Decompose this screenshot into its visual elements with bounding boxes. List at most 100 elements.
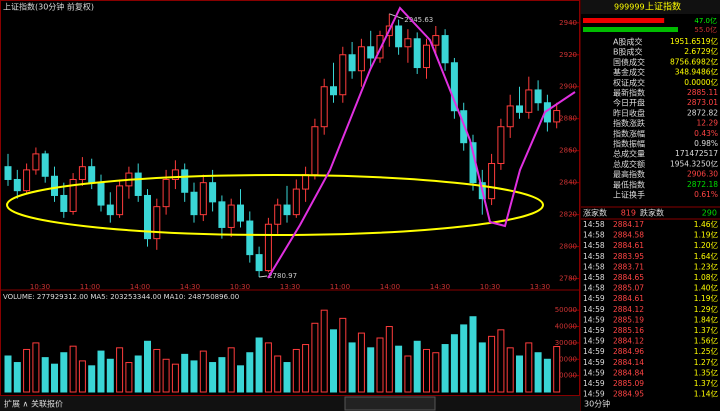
row-label: 最新指数: [613, 88, 645, 98]
row-label: B股成交: [613, 47, 643, 57]
tick-price: 2884.65: [613, 273, 644, 282]
volume-bar: [88, 365, 96, 393]
volume-bar: [534, 352, 542, 393]
candle-body: [553, 110, 561, 123]
candle-body: [525, 89, 533, 113]
row-label: 指数振幅: [613, 139, 645, 149]
candle-body: [302, 174, 310, 190]
candle-body: [209, 182, 217, 203]
volume-bar: [320, 309, 328, 393]
candle-body: [116, 185, 124, 216]
candle-body: [23, 169, 31, 192]
volume-bar: [506, 347, 514, 393]
volume-bar: [227, 347, 235, 393]
x-tick-label: 10:30: [230, 283, 250, 291]
row-value: 2.6729亿: [684, 46, 718, 56]
candle-body: [218, 201, 226, 228]
candle-body: [88, 166, 96, 184]
tick-price: 2884.12: [613, 305, 644, 314]
low-pointer: [259, 275, 268, 278]
volume-bar: [348, 342, 356, 393]
volume-bar: [367, 347, 375, 393]
candle-body: [395, 25, 403, 48]
tick-time: 14:59: [583, 368, 605, 377]
volume-bar: [423, 348, 430, 393]
period[interactable]: 30分钟: [584, 399, 610, 409]
volume-bar: [153, 348, 161, 393]
x-tick-label: 13:30: [280, 283, 300, 291]
tick-price: 2883.71: [613, 262, 644, 271]
tick-time: 14:59: [583, 379, 605, 388]
row-value: 8756.6982亿: [670, 56, 719, 66]
toolbar[interactable]: [344, 396, 436, 411]
row-value: 348.9486亿: [675, 67, 719, 77]
volume-bar: [553, 346, 561, 393]
bottom-bar: [0, 396, 580, 411]
tick-amount: 1.37亿: [694, 378, 719, 388]
x-tick-label: 14:30: [430, 283, 450, 291]
row-label: 今日开盘: [613, 98, 645, 108]
candle-body: [357, 46, 365, 72]
volume-bar: [171, 363, 179, 393]
candle-body: [292, 188, 300, 216]
row-label: 指数涨幅: [613, 128, 645, 138]
volume-bar: [395, 345, 403, 393]
y-tick-label: 2940: [559, 19, 577, 27]
tick-time: 14:58: [583, 273, 605, 282]
buy-bar: [583, 18, 665, 23]
footer-tabs[interactable]: 扩展 ∧ 关联报价: [4, 399, 63, 409]
volume-bar: [330, 329, 337, 393]
candle-body: [13, 178, 21, 192]
candle-body: [60, 194, 68, 212]
y-tick-label: 2900: [559, 83, 577, 91]
candle-body: [69, 178, 77, 212]
tick-amount: 1.08亿: [694, 272, 719, 282]
row-label: 总成交量: [613, 149, 645, 159]
candle-body: [227, 204, 235, 228]
row-label: 最高指数: [613, 169, 645, 179]
row-value: 1951.6519亿: [670, 36, 719, 46]
volume-bar: [488, 335, 496, 393]
tick-time: 14:59: [583, 347, 605, 356]
candle-body: [264, 223, 272, 272]
candle-body: [134, 172, 142, 196]
volume-bar: [246, 352, 254, 393]
low-label: 2780.97: [268, 272, 297, 280]
down-label: 跌家数: [640, 208, 664, 218]
tick-amount: 1.46亿: [694, 219, 719, 229]
volume-bar: [302, 344, 310, 393]
tick-amount: 1.19亿: [694, 230, 719, 240]
tick-price: 2885.16: [613, 326, 644, 335]
candle-body: [506, 105, 514, 128]
tick-time: 14:58: [583, 262, 605, 271]
volume-bar: [116, 347, 124, 393]
y-tick-label: 2860: [559, 147, 577, 155]
sell-label: 55.0亿: [694, 25, 717, 34]
tick-time: 14:58: [583, 252, 605, 261]
volume-bar: [311, 322, 319, 393]
row-label: A股成交: [613, 37, 642, 47]
tick-amount: 1.27亿: [694, 357, 719, 367]
volume-bar: [413, 340, 421, 393]
x-tick-label: 14:00: [130, 283, 150, 291]
volume-bar: [51, 363, 58, 393]
x-tick-label: 10:30: [30, 283, 50, 291]
candle-body: [432, 35, 440, 46]
volume-bar: [144, 340, 151, 393]
volume-bar: [60, 352, 68, 393]
tick-price: 2885.09: [613, 379, 644, 388]
volume-bar: [339, 317, 347, 393]
volume-bar: [237, 365, 244, 393]
volume-bar: [432, 352, 440, 393]
candle-body: [348, 54, 356, 72]
candles: 2780 2800 2820 2840 2860 2880 2900 2920 2940 2945…: [4, 13, 580, 393]
row-label: 昨日收盘: [613, 108, 645, 118]
volume-bar: [478, 342, 486, 393]
annotation-stroke: [267, 6, 576, 279]
tick-time: 14:59: [583, 326, 605, 335]
candle-body: [255, 254, 263, 272]
volume-bar: [106, 358, 114, 393]
candle-body: [199, 182, 207, 216]
row-label: 权证成交: [613, 77, 645, 87]
